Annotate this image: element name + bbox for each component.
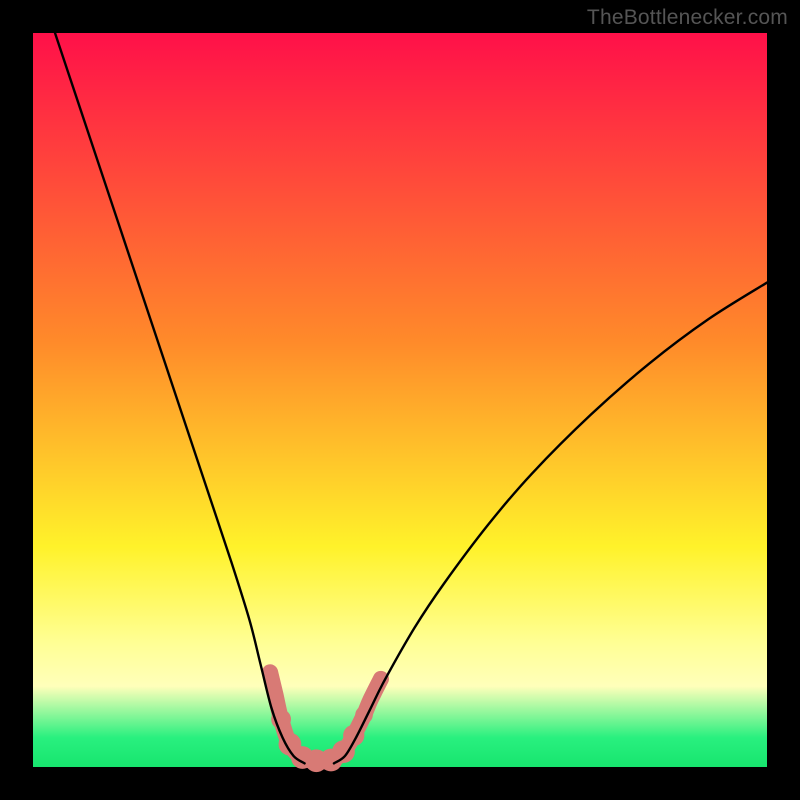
curve-line bbox=[55, 33, 305, 763]
valley-marker-shape bbox=[262, 665, 388, 773]
watermark-text: TheBottlenecker.com bbox=[587, 6, 788, 30]
chart-plot-area bbox=[33, 33, 767, 767]
chart-svg bbox=[33, 33, 767, 767]
curve-line bbox=[334, 283, 767, 764]
